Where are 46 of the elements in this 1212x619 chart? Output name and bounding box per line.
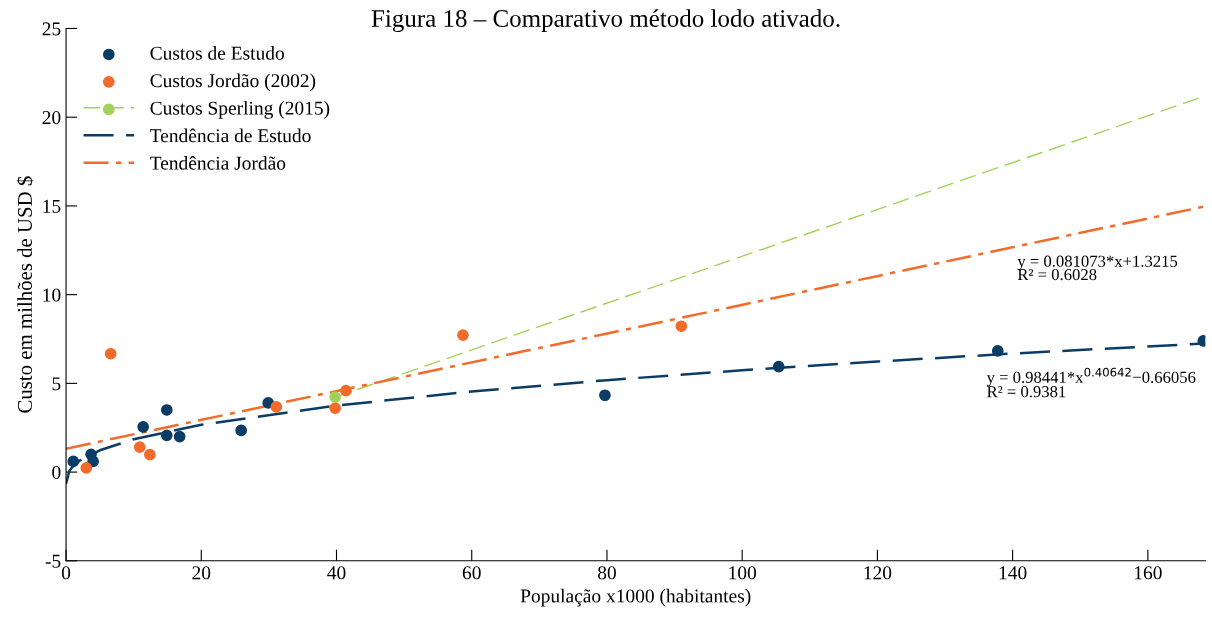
point	[235, 424, 248, 437]
chart-title: Figura 18 – Comparativo método lodo ativado.	[371, 9, 840, 33]
point	[80, 461, 93, 474]
point	[262, 397, 275, 409]
legend-label: Custos Sperling (2015)	[150, 101, 330, 119]
y-tick-label: 25	[42, 22, 61, 36]
x-tick-label: 60	[462, 566, 481, 580]
point	[173, 430, 186, 443]
point	[160, 404, 173, 416]
point	[599, 389, 611, 402]
point	[137, 420, 149, 433]
x-tick-label: 100	[729, 566, 757, 580]
point	[160, 429, 173, 442]
annotation: y = 0.98441*x$^{0.40642}$−0.66056	[986, 367, 1196, 387]
legend-label: Tendência Jordão	[150, 156, 286, 170]
legend-label: Custos de Estudo	[150, 46, 284, 60]
point	[675, 320, 688, 333]
x-tick-label: 20	[192, 566, 211, 580]
x-tick-label: 140	[999, 566, 1027, 580]
point	[457, 329, 469, 341]
x-tick-label: 80	[597, 566, 616, 580]
point	[270, 401, 283, 413]
y-tick-label: -5	[45, 554, 61, 568]
point	[104, 347, 117, 360]
point	[329, 391, 341, 404]
y-tick-label: 20	[42, 111, 61, 125]
y-axis-title: Custo em milhões de USD $	[16, 176, 34, 413]
legend-label: Tendência de Estudo	[150, 128, 311, 143]
y-tick-label: 15	[43, 199, 61, 213]
point	[67, 455, 80, 468]
point	[329, 402, 341, 414]
point	[340, 384, 352, 397]
x-axis-title: População x1000 (habitantes)	[520, 588, 751, 607]
point	[991, 345, 1004, 357]
point	[772, 360, 785, 373]
y-tick-label: 0	[52, 465, 61, 480]
y-tick-label: 5	[52, 377, 61, 391]
legend-label: Custos Jordão (2002)	[150, 73, 316, 92]
x-tick-label: 120	[864, 566, 892, 580]
point	[133, 441, 146, 453]
y-tick-label: 10	[43, 288, 61, 302]
x-tick-label: 40	[327, 566, 346, 580]
annotation: R² = 0.9381	[987, 386, 1066, 398]
point	[144, 448, 156, 461]
x-tick-label: 160	[1134, 566, 1162, 580]
x-tick-label: 0	[61, 566, 71, 580]
